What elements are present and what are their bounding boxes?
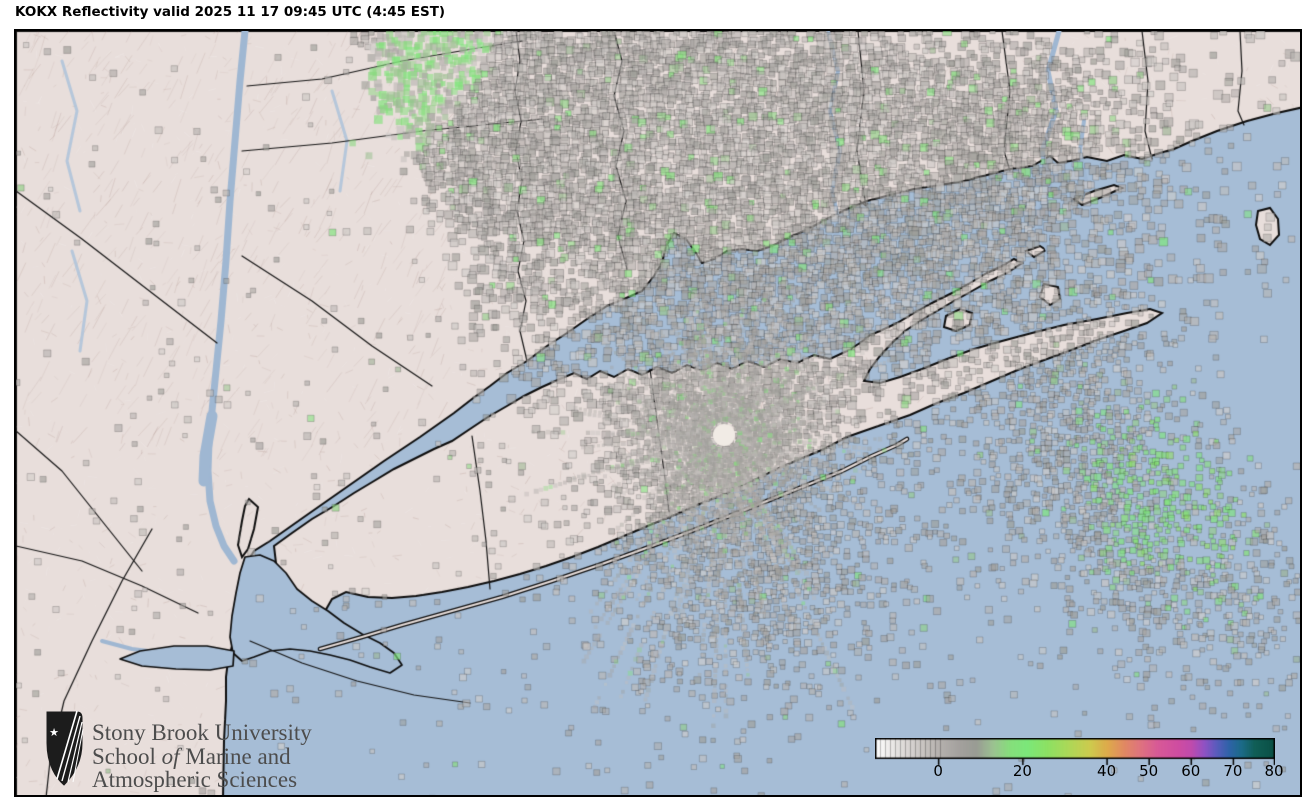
logo-text: Stony Brook University School of Marine … [92, 721, 312, 792]
colorbar-tick-label: 50 [1139, 762, 1159, 780]
radar-map-canvas [16, 31, 1300, 795]
colorbar-canvas [875, 738, 1275, 766]
colorbar-tick-label: 70 [1223, 762, 1243, 780]
logo-line-1: Stony Brook University [92, 720, 312, 745]
page-title: KOKX Reflectivity valid 2025 11 17 09:45… [15, 4, 446, 20]
reflectivity-colorbar: 0 20 40 50 60 70 80 [875, 738, 1284, 790]
stony-brook-shield-icon: ★ [46, 710, 84, 786]
stony-brook-logo: ★ Stony Brook University School of Marin… [44, 709, 312, 792]
colorbar-tick-label: 60 [1181, 762, 1201, 780]
logo-line-2: School of Marine and [92, 743, 291, 769]
colorbar-tick-label: 0 [933, 762, 943, 780]
logo-line-3: Atmospheric Sciences [92, 767, 298, 792]
radar-map: ★ Stony Brook University School of Marin… [14, 29, 1302, 797]
shield-star: ★ [49, 726, 59, 739]
colorbar-tick-label: 40 [1097, 762, 1117, 780]
colorbar-tick-label: 20 [1012, 762, 1032, 780]
colorbar-tick-label: 80 [1264, 762, 1284, 780]
